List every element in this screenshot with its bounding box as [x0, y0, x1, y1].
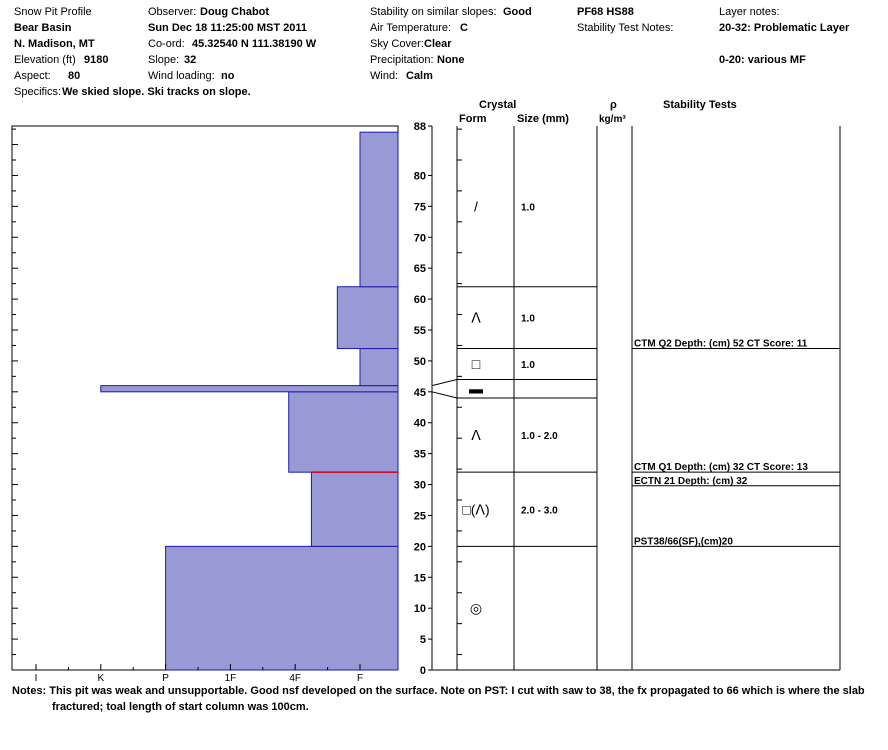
layer-notes-label: Layer notes:	[719, 6, 780, 18]
stability-test-label: PST38/66(SF),(cm)20	[634, 536, 733, 547]
aspect-label: Aspect:	[14, 70, 51, 82]
stability-similar-value: Good	[503, 6, 532, 18]
depth-tick-label: 25	[414, 510, 426, 522]
pit-location: N. Madison, MT	[14, 38, 95, 50]
slope-label: Slope:	[148, 54, 180, 66]
depth-tick-label: 70	[414, 232, 426, 244]
wind-label: Wind:	[370, 70, 399, 82]
hardness-bar	[288, 391, 399, 473]
hardness-tick-label: F	[357, 673, 363, 684]
elevation-label: Elevation (ft)	[14, 54, 76, 66]
crystal-size-label: 1.0	[521, 202, 535, 213]
stability-test-label: CTM Q1 Depth: (cm) 32 CT Score: 13	[634, 462, 808, 473]
depth-tick-label: 55	[414, 325, 426, 337]
depth-tick-label: 75	[414, 201, 426, 213]
hardness-bar	[359, 348, 399, 387]
observation-date: Sun Dec 18 11:25:00 MST 2011	[148, 22, 307, 34]
precipitation-label: Precipitation:	[370, 54, 434, 66]
slope-value: 32	[184, 54, 197, 66]
depth-tick-label: 15	[414, 572, 426, 584]
hardness-bar	[100, 385, 399, 393]
coord-value: 45.32540 N 111.38190 W	[192, 38, 317, 50]
hardness-tick-label: P	[162, 673, 169, 684]
specifics-label: Specifics:	[14, 86, 62, 98]
stability-test-label: CTM Q2 Depth: (cm) 52 CT Score: 11	[634, 339, 808, 350]
observer-value: Doug Chabot	[200, 6, 270, 18]
form-header: Form	[459, 113, 487, 125]
crystal-form-glyph: ▬	[469, 381, 483, 397]
notes-label: Notes:	[12, 685, 47, 697]
wind-loading-value: no	[221, 70, 235, 82]
elevation-value: 9180	[84, 54, 109, 66]
crystal-form-glyph: □(ᐱ)	[462, 501, 489, 517]
depth-tick-label: 50	[414, 356, 426, 368]
size-header: Size (mm)	[517, 113, 569, 125]
depth-tick-label: 88	[414, 121, 426, 133]
notes-line1: This pit was weak and unsupportable. Goo…	[49, 685, 865, 697]
crystal-size-label: 1.0	[521, 360, 535, 371]
depth-tick-label: 45	[414, 387, 426, 399]
depth-tick-label: 30	[414, 480, 426, 492]
crystal-header: Crystal	[479, 99, 517, 111]
depth-tick-label: 40	[414, 418, 426, 430]
crystal-form-glyph: /	[474, 198, 478, 214]
sky-cover-value: Clear	[424, 38, 452, 50]
hardness-bar	[359, 131, 399, 288]
hardness-tick-label: 1F	[225, 673, 237, 684]
coord-label: Co-ord:	[148, 38, 185, 50]
crystal-form-glyph: ◎	[470, 600, 482, 616]
stability-test-label: ECTN 21 Depth: (cm) 32	[634, 476, 748, 487]
profile-title: Snow Pit Profile	[14, 6, 92, 18]
sky-cover-label: Sky Cover:	[370, 38, 424, 50]
crystal-form-glyph: ⴷ	[471, 427, 481, 443]
layer-note-2: 0-20: various MF	[719, 54, 806, 66]
density-header: ρ	[610, 99, 617, 111]
crystal-form-glyph: □	[472, 356, 481, 372]
crystal-size-label: 1.0 - 2.0	[521, 431, 558, 442]
stability-notes-label: Stability Test Notes:	[577, 22, 674, 34]
hardness-bar	[165, 545, 399, 671]
pf-hs-summary: PF68 HS88	[577, 6, 634, 18]
hardness-bar	[310, 471, 399, 547]
precipitation-value: None	[437, 54, 465, 66]
depth-tick-label: 35	[414, 449, 426, 461]
depth-tick-label: 65	[414, 263, 426, 275]
crystal-form-glyph: ⴷ	[471, 310, 481, 326]
density-unit: kg/m³	[599, 114, 626, 125]
layer-note-1: 20-32: Problematic Layer	[719, 22, 850, 34]
crystal-size-label: 2.0 - 3.0	[521, 505, 558, 516]
hardness-tick-label: K	[97, 673, 104, 684]
wind-loading-label: Wind loading:	[148, 70, 215, 82]
stability-similar-label: Stability on similar slopes:	[370, 6, 497, 18]
hardness-tick-label: I	[35, 673, 38, 684]
depth-tick-label: 80	[414, 170, 426, 182]
thin-layer-connector	[431, 378, 458, 399]
depth-tick-label: 20	[414, 541, 426, 553]
air-temp-value: C	[460, 22, 468, 34]
hardness-tick-label: 4F	[289, 673, 301, 684]
notes: Notes: This pit was weak and unsupportab…	[12, 683, 872, 715]
crystal-size-label: 1.0	[521, 314, 535, 325]
specifics-value: We skied slope. Ski tracks on slope.	[62, 86, 251, 98]
depth-tick-label: 0	[420, 665, 426, 677]
hardness-bar	[336, 286, 399, 350]
air-temp-label: Air Temperature:	[370, 22, 452, 34]
depth-tick-label: 10	[414, 603, 426, 615]
depth-tick-label: 5	[420, 634, 426, 646]
wind-value: Calm	[406, 70, 433, 82]
notes-line2: fractured; toal length of start column w…	[52, 701, 309, 713]
stability-tests-header: Stability Tests	[663, 99, 737, 111]
aspect-value: 80	[68, 70, 81, 82]
pit-name: Bear Basin	[14, 22, 72, 34]
observer-label: Observer:	[148, 6, 197, 18]
depth-tick-label: 60	[414, 294, 426, 306]
